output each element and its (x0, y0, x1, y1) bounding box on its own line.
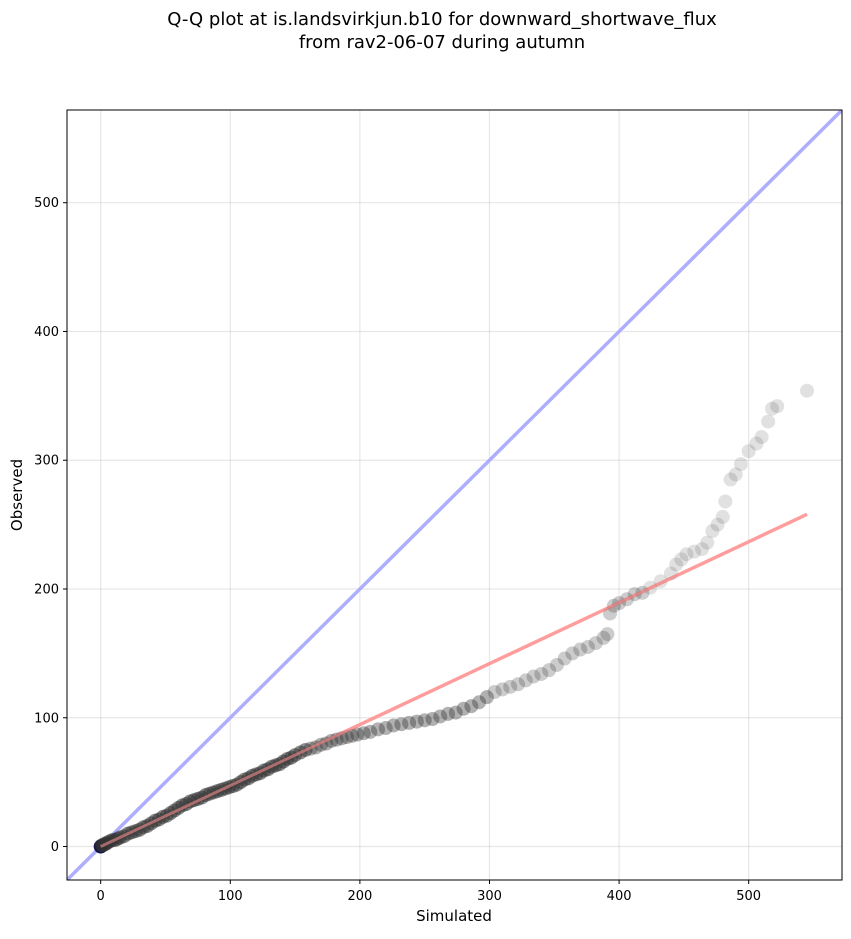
qq-point (378, 721, 393, 736)
fit-line-overlay (100, 512, 808, 848)
y-tick-label: 100 (34, 711, 59, 726)
qq-point (503, 679, 518, 694)
qq-point (534, 666, 549, 681)
qq-point (674, 552, 689, 567)
qq-point (363, 724, 378, 739)
plot-frame (66, 109, 843, 881)
chart-title-line-2: from rav2-06-07 during autumn (299, 32, 585, 53)
qq-point (580, 639, 595, 654)
qq-point (448, 705, 463, 720)
qq-point (456, 701, 471, 716)
x-tick-label: 300 (477, 889, 502, 904)
y-tick-label: 500 (34, 196, 59, 211)
qq-point (409, 714, 424, 729)
qq-point (596, 630, 611, 645)
qq-point (425, 712, 440, 727)
qq-point (356, 726, 371, 741)
grid-layer (67, 110, 842, 880)
y-axis-label: Observed (8, 459, 26, 531)
identity-line (67, 110, 842, 880)
qq-point (749, 436, 764, 451)
qq-point (511, 677, 526, 692)
qq-point (472, 695, 487, 710)
qq-point (754, 430, 769, 445)
qq-point (479, 690, 494, 705)
x-tick-label: 200 (347, 889, 372, 904)
qq-point (394, 717, 409, 732)
qq-point (386, 718, 401, 733)
qq-point (495, 682, 510, 697)
y-tick-label: 300 (34, 454, 59, 469)
x-tick-label: 100 (218, 889, 243, 904)
qq-point (573, 642, 588, 657)
qq-point (770, 399, 785, 414)
qq-point (700, 535, 715, 550)
qq-point (741, 444, 756, 459)
y-tick-label: 400 (34, 325, 59, 340)
qq-point (800, 383, 815, 398)
qq-point (761, 414, 776, 429)
qq-point (441, 706, 456, 721)
qq-point (417, 713, 432, 728)
qq-point (518, 673, 533, 688)
qq-point (600, 627, 615, 642)
qq-point (718, 494, 733, 509)
qq-point (728, 467, 743, 482)
qq-point (345, 728, 360, 743)
y-tick-label: 0 (51, 840, 59, 855)
qq-point (526, 669, 541, 684)
qq-point (705, 524, 720, 539)
qq-point (565, 646, 580, 661)
qq-point (402, 715, 417, 730)
qq-point (715, 509, 730, 524)
qq-point (765, 401, 780, 416)
qq-point (723, 472, 738, 487)
qq-point (557, 651, 572, 666)
qq-point (549, 657, 564, 672)
x-tick-label: 400 (607, 889, 632, 904)
qq-point (687, 544, 702, 559)
chart-title-line-1: Q-Q plot at is.landsvirkjun.b10 for down… (167, 9, 717, 30)
x-tick-label: 500 (736, 889, 761, 904)
qq-point (542, 663, 557, 678)
qq-point (350, 727, 365, 742)
qq-point (669, 557, 684, 572)
qq-point (695, 542, 710, 557)
tick-layer: 0 100 200 300 400 500 0 100 200 300 400 500 (34, 196, 761, 904)
x-tick-label: 0 (97, 889, 105, 904)
qq-point (487, 685, 502, 700)
qq-point (710, 517, 725, 532)
y-tick-label: 200 (34, 582, 59, 597)
x-axis-label: Simulated (416, 907, 492, 925)
qq-point (433, 709, 448, 724)
qq-point (679, 547, 694, 562)
point-layer (93, 383, 815, 854)
qq-point (588, 636, 603, 651)
qq-point (464, 699, 479, 714)
qq-point (733, 457, 748, 472)
qq-point (371, 722, 386, 737)
